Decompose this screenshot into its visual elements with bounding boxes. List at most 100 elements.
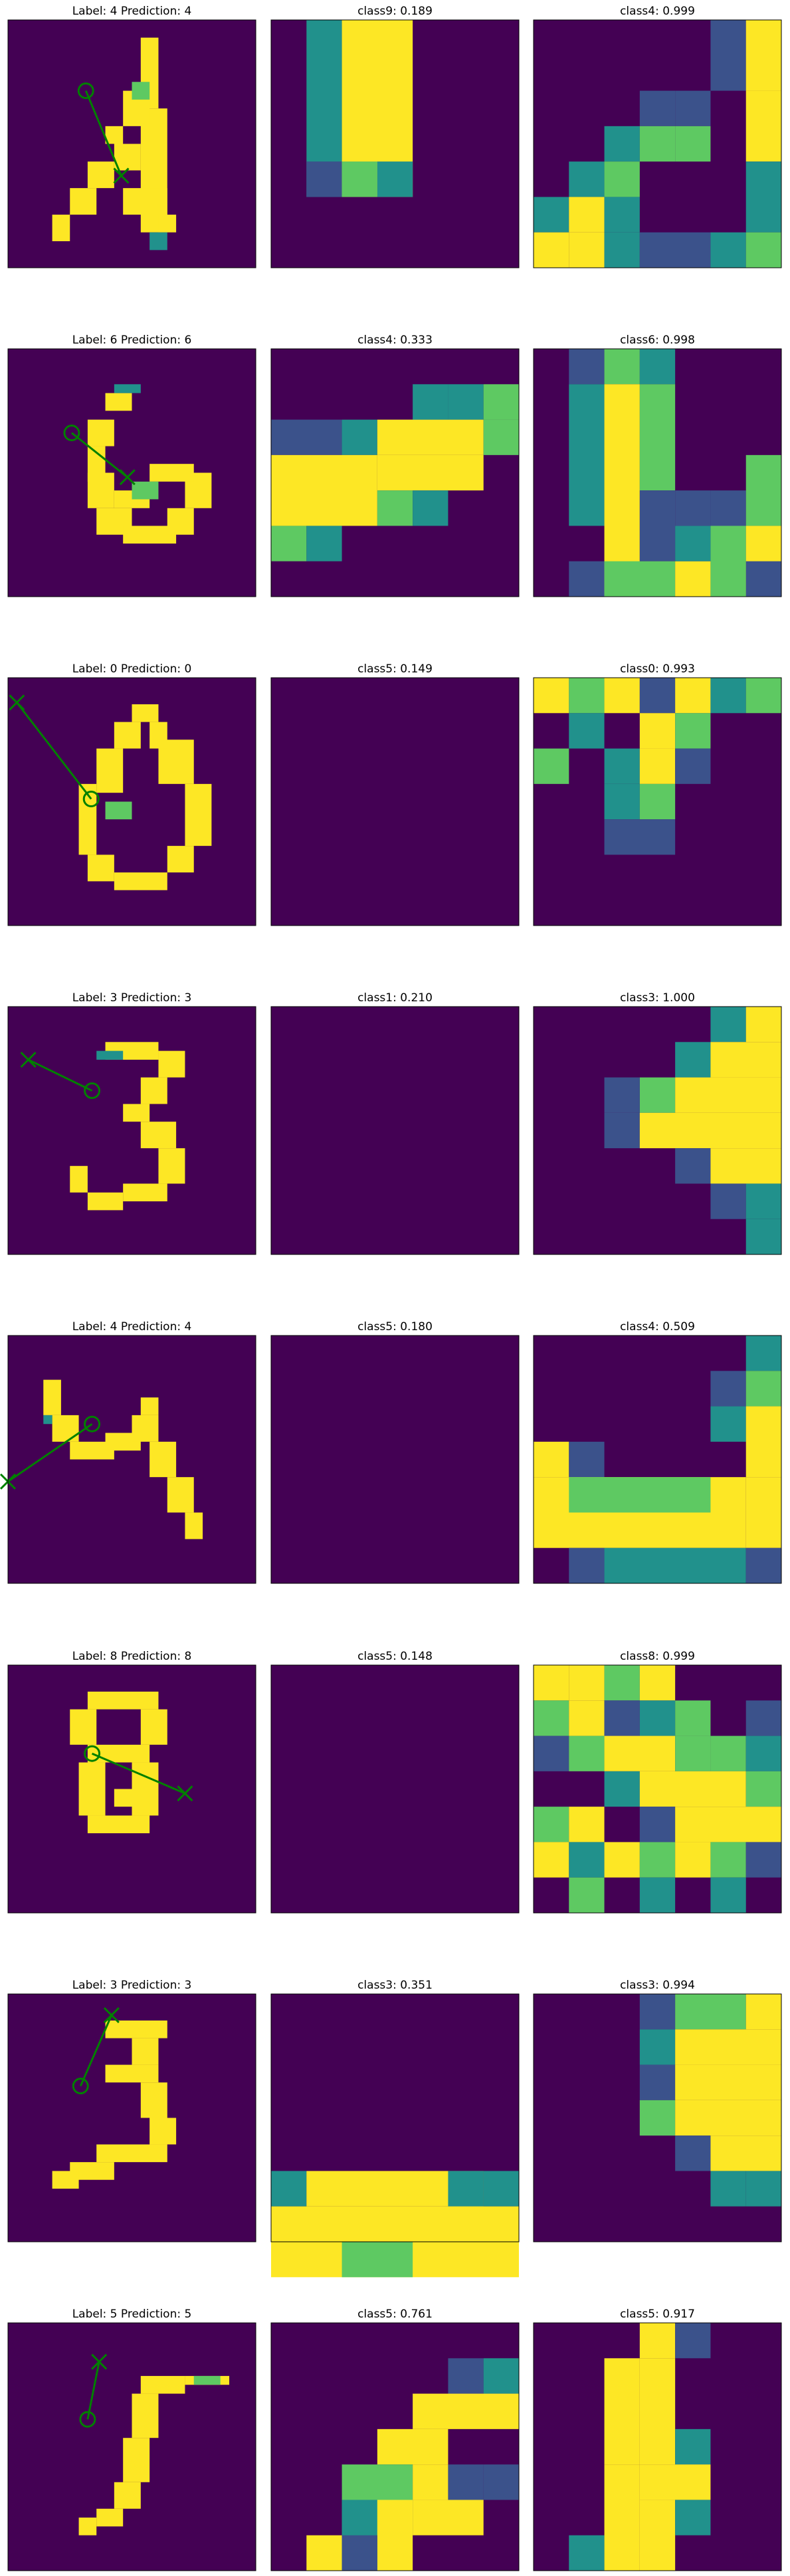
panel-title: Label: 8 Prediction: 8 [72, 1650, 192, 1663]
arrow-start-circle-marker [82, 791, 100, 808]
heatmap-cell [569, 1441, 605, 1478]
heatmap-cell [745, 1183, 781, 1219]
heatmap-cell [534, 748, 569, 784]
heatmap-cell [639, 1077, 676, 1113]
heatmap-cell [534, 1441, 569, 1478]
heatmap-cell [639, 1700, 676, 1736]
arrow-start-circle-marker [84, 1745, 101, 1762]
heatmap-cell [87, 472, 114, 508]
panel-1-2: class9: 0.189 [270, 5, 520, 268]
panel-frame [270, 1664, 520, 1914]
heatmap-cell [604, 1735, 676, 1771]
heatmap-cell [43, 1379, 61, 1415]
heatmap-cell [132, 704, 159, 722]
heatmap-cell [745, 1842, 781, 1878]
heatmap-cell [87, 161, 114, 189]
heatmap-cell [123, 1183, 167, 1202]
heatmap-cell [675, 678, 711, 714]
heatmap-cell [710, 1735, 746, 1771]
heatmap-cell [604, 819, 676, 855]
panel-title: class4: 0.333 [357, 334, 433, 347]
heatmap-cell [105, 126, 124, 144]
heatmap-cell [96, 2508, 124, 2527]
heatmap-cell [710, 232, 746, 268]
panel-7-3: class3: 0.994 [533, 1979, 782, 2242]
heatmap-cell [745, 20, 781, 91]
heatmap-cell [569, 1547, 605, 1583]
heatmap-cell [569, 1807, 605, 1842]
heatmap-cell [745, 232, 781, 268]
heatmap-cell [710, 1842, 746, 1878]
heatmap-cell [342, 20, 413, 162]
heatmap-cell [342, 161, 377, 197]
heatmap-cell [149, 464, 194, 482]
heatmap-cell [675, 2428, 711, 2465]
heatmap-cell [710, 561, 746, 597]
arrow-end-x-marker [91, 2353, 108, 2370]
heatmap-cell [123, 1104, 150, 1122]
heatmap-cell [342, 2242, 413, 2278]
heatmap-cell [271, 2171, 307, 2207]
heatmap-cell [123, 2438, 150, 2482]
heatmap-cell [167, 508, 194, 535]
heatmap-cell [639, 349, 676, 385]
heatmap-cell [132, 2393, 159, 2438]
heatmap-cell [675, 2500, 711, 2535]
heatmap-cell [534, 1665, 569, 1701]
heatmap-cell [569, 1665, 605, 1701]
heatmap-cell [604, 1771, 640, 1807]
panel-frame [533, 677, 782, 926]
panel-6-3: class8: 0.999 [533, 1650, 782, 1914]
heatmap-cell [710, 1007, 746, 1042]
panel-5-1: Label: 4 Prediction: 4 [0, 1320, 256, 1584]
heatmap-cell [96, 1050, 124, 1060]
heatmap-cell [78, 2518, 97, 2535]
heatmap-cell [534, 1807, 569, 1842]
heatmap-cell [745, 1994, 781, 2030]
heatmap-cell [745, 454, 781, 526]
heatmap-cell [534, 197, 569, 233]
heatmap-cell [675, 748, 711, 784]
heatmap-cell [569, 197, 605, 233]
heatmap-cell [105, 2064, 159, 2083]
heatmap-cell [87, 419, 114, 446]
heatmap-cell [377, 454, 484, 491]
heatmap-background [271, 1665, 519, 1913]
heatmap-cell [604, 678, 640, 714]
heatmap-cell [569, 384, 605, 526]
heatmap-cell [604, 197, 640, 233]
panel-frame [7, 677, 256, 926]
heatmap-cell [569, 1700, 605, 1736]
heatmap-cell [87, 854, 114, 882]
heatmap-cell [114, 1789, 132, 1807]
heatmap-cell [105, 2020, 167, 2038]
heatmap-cell [639, 2064, 676, 2100]
panel-6-2: class5: 0.148 [270, 1650, 520, 1914]
heatmap-cell [745, 1700, 781, 1736]
heatmap-cell [675, 1148, 711, 1184]
heatmap-cell [132, 1415, 159, 1442]
panel-frame [7, 1664, 256, 1914]
heatmap-cell [149, 1441, 177, 1478]
heatmap-cell [114, 2482, 141, 2509]
panel-title: Label: 3 Prediction: 3 [72, 991, 192, 1005]
heatmap-cell [167, 846, 194, 873]
heatmap-cell [448, 2464, 484, 2500]
heatmap-cell [639, 490, 676, 561]
panel-5-2: class5: 0.180 [270, 1320, 520, 1584]
panel-title: class5: 0.917 [620, 2308, 695, 2321]
arrow-start-circle-marker [63, 425, 80, 442]
heatmap-cell [675, 1807, 781, 1842]
heatmap-cell [43, 1415, 52, 1425]
arrow-start-circle-marker [77, 82, 94, 100]
heatmap-cell [306, 161, 342, 197]
heatmap-cell [710, 2135, 781, 2171]
heatmap-cell [675, 2323, 711, 2359]
panel-title: Label: 0 Prediction: 0 [72, 662, 192, 676]
panel-4-1: Label: 3 Prediction: 3 [7, 991, 256, 1255]
heatmap-cell [745, 1735, 781, 1771]
panel-5-3: class4: 0.509 [533, 1320, 782, 1584]
panel-frame [270, 2322, 520, 2571]
panel-1-1: Label: 4 Prediction: 4 [7, 5, 256, 268]
heatmap-cell [675, 561, 711, 597]
